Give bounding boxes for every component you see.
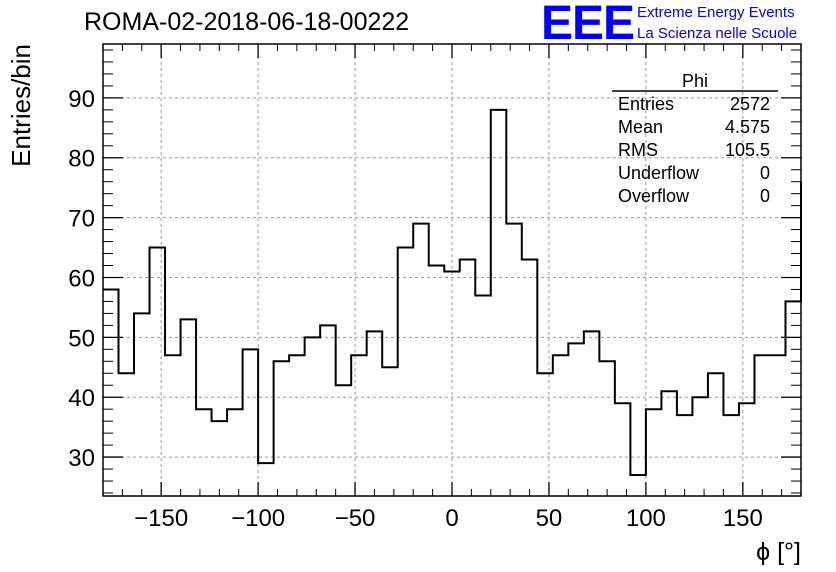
- y-tick-label: 80: [68, 146, 95, 173]
- axis-labels: −150 −100 −50 0 50 100 150 30 40 50 60 70 80 90 ϕ [°] E…: [6, 44, 801, 566]
- histogram-bin: [444, 271, 460, 496]
- histogram-series: [103, 108, 802, 477]
- histogram-bin: [351, 355, 367, 496]
- x-tick-label: 0: [445, 505, 458, 532]
- histogram-bin: [646, 409, 662, 496]
- histogram-bin: [770, 355, 786, 496]
- y-axis-label: Entries/bin: [6, 44, 36, 167]
- histogram-bin: [553, 355, 569, 496]
- y-tick-label: 70: [68, 206, 95, 233]
- histogram-bin: [599, 361, 615, 496]
- axis-ticks: [103, 44, 801, 496]
- y-tick-label: 30: [68, 445, 95, 472]
- histogram-bin: [475, 295, 491, 496]
- histogram-bin: [584, 331, 600, 496]
- x-tick-label: 50: [536, 505, 563, 532]
- histogram-bin: [754, 355, 770, 496]
- histogram-bin: [413, 224, 429, 496]
- histogram-bin: [723, 415, 739, 496]
- y-tick-label: 40: [68, 385, 95, 412]
- stats-row-value: 4.575: [725, 117, 770, 137]
- histogram-layer: [103, 108, 802, 496]
- histogram-bin: [382, 367, 398, 496]
- logo-caption-line1: Extreme Energy Events: [637, 4, 795, 21]
- logo-caption-line2: La Scienza nelle Scuole: [637, 25, 798, 42]
- x-tick-label: −100: [231, 505, 285, 532]
- histogram-bin: [398, 248, 414, 496]
- x-tick-label: −50: [335, 505, 376, 532]
- histogram-bin: [522, 260, 538, 496]
- histogram-bin: [258, 463, 274, 496]
- y-tick-label: 60: [68, 265, 95, 292]
- stats-row-value: 2572: [730, 94, 770, 114]
- histogram-bin: [739, 403, 755, 496]
- x-tick-label: −150: [134, 505, 188, 532]
- histogram-bin: [615, 403, 631, 496]
- histogram-bin: [165, 355, 181, 496]
- histogram-bin: [537, 373, 553, 496]
- histogram-bin: [506, 224, 522, 496]
- y-tick-label: 50: [68, 325, 95, 352]
- histogram-bin: [181, 319, 197, 496]
- histogram-bin: [630, 475, 646, 496]
- histogram-bin: [429, 266, 445, 496]
- histogram-bin: [305, 337, 321, 496]
- stats-row-label: Underflow: [618, 163, 700, 183]
- histogram-bin: [274, 361, 290, 496]
- histogram-bin: [227, 409, 243, 496]
- stats-row-label: Mean: [618, 117, 663, 137]
- eee-logo: EEE: [541, 0, 635, 50]
- histogram-bin: [150, 248, 166, 496]
- stats-row-value: 105.5: [725, 140, 770, 160]
- stats-row-value: 0: [760, 186, 770, 206]
- histogram-bin: [289, 355, 305, 496]
- histogram-bin: [103, 289, 119, 496]
- histogram-bin: [367, 331, 383, 496]
- y-tick-label: 90: [68, 86, 95, 113]
- stats-box: Phi Entries 2572 Mean 4.575 RMS 105.5 Underflow…: [612, 71, 778, 206]
- histogram-bin: [677, 415, 693, 496]
- x-tick-label: 100: [626, 505, 666, 532]
- stats-row-label: Entries: [618, 94, 674, 114]
- histogram-bin: [460, 260, 476, 496]
- histogram-bin: [661, 391, 677, 496]
- x-tick-label: 150: [723, 505, 763, 532]
- histogram-bin: [568, 343, 584, 496]
- histogram-bin: [119, 373, 135, 496]
- stats-row-label: RMS: [618, 140, 658, 160]
- histogram-bin: [692, 397, 708, 496]
- stats-box-title: Phi: [682, 71, 708, 91]
- histogram-bin: [491, 110, 507, 496]
- histogram-bin: [320, 325, 336, 496]
- stats-row-label: Overflow: [618, 186, 690, 206]
- histogram-bin: [212, 421, 228, 496]
- x-axis-label: ϕ [°]: [756, 538, 801, 566]
- histogram-bin: [708, 373, 724, 496]
- histogram-bin: [196, 409, 212, 496]
- histogram-bin: [243, 349, 259, 496]
- grid-layer: [103, 44, 801, 496]
- histogram-bin: [134, 313, 150, 496]
- histogram-bin: [785, 301, 801, 496]
- stats-row-value: 0: [760, 163, 770, 183]
- run-title: ROMA-02-2018-06-18-00222: [84, 8, 410, 36]
- histogram-bin: [336, 385, 352, 496]
